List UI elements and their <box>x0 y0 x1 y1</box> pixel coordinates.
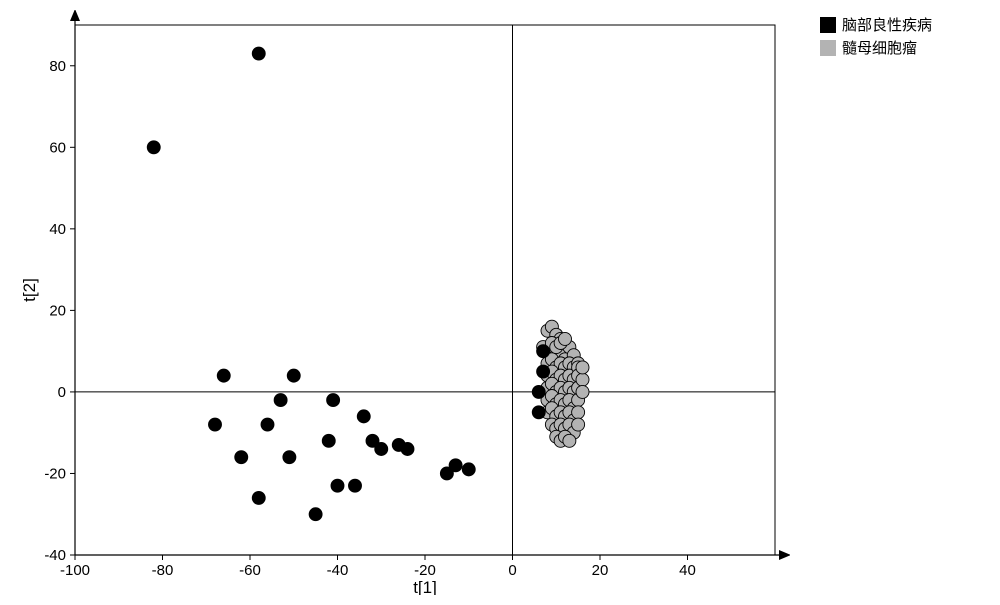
x-tick-label: -40 <box>327 562 349 579</box>
legend-item-benign: 脑部良性疾病 <box>820 14 990 35</box>
data-point-benign <box>322 434 335 447</box>
data-point-medullo <box>572 418 585 431</box>
y-axis-label: t[2] <box>20 278 39 302</box>
scatter-plot: -100 -80 -60 -40 -20 0 20 40 -40 -20 0 20 40 60 80 t[1]… <box>20 10 790 595</box>
data-point-benign <box>147 141 160 154</box>
legend-label: 髓母细胞瘤 <box>842 37 917 58</box>
x-tick-label: 20 <box>592 562 609 579</box>
data-point-benign <box>283 451 296 464</box>
y-tick-label: 40 <box>49 221 66 238</box>
y-tick-label: -40 <box>44 547 66 564</box>
data-point-benign <box>235 451 248 464</box>
x-axis-arrow-icon <box>779 550 790 560</box>
x-tick-label: 0 <box>508 562 516 579</box>
data-point-medullo <box>559 332 572 345</box>
legend-item-medullo: 髓母细胞瘤 <box>820 37 990 58</box>
legend: 脑部良性疾病髓母细胞瘤 <box>820 14 990 60</box>
y-tick-label: 80 <box>49 58 66 75</box>
legend-swatch-icon <box>820 40 836 56</box>
y-tick-label: 0 <box>58 384 66 401</box>
plot-area <box>75 25 775 555</box>
data-point-benign <box>462 463 475 476</box>
y-axis-arrow-icon <box>70 10 80 21</box>
data-point-medullo <box>576 361 589 374</box>
data-point-benign <box>401 443 414 456</box>
data-point-benign <box>375 443 388 456</box>
data-point-medullo <box>576 373 589 386</box>
data-point-benign <box>532 406 545 419</box>
data-point-benign <box>261 418 274 431</box>
y-tick-label: 60 <box>49 139 66 156</box>
data-point-benign <box>287 369 300 382</box>
x-tick-label: -100 <box>60 562 90 579</box>
x-axis-label: t[1] <box>413 578 437 595</box>
data-point-benign <box>357 410 370 423</box>
x-tick-label: -20 <box>414 562 436 579</box>
data-point-benign <box>537 365 550 378</box>
data-point-benign <box>217 369 230 382</box>
y-tick-label: -20 <box>44 465 66 482</box>
data-point-benign <box>252 491 265 504</box>
data-point-benign <box>449 459 462 472</box>
data-point-benign <box>327 394 340 407</box>
data-point-benign <box>209 418 222 431</box>
data-point-benign <box>537 345 550 358</box>
x-tick-label: 40 <box>679 562 696 579</box>
x-tick-label: -60 <box>239 562 261 579</box>
legend-swatch-icon <box>820 17 836 33</box>
data-point-benign <box>532 385 545 398</box>
data-point-medullo <box>572 406 585 419</box>
data-point-benign <box>331 479 344 492</box>
y-tick-label: 20 <box>49 302 66 319</box>
data-point-benign <box>349 479 362 492</box>
data-point-medullo <box>563 434 576 447</box>
x-tick-label: -80 <box>152 562 174 579</box>
data-point-medullo <box>576 385 589 398</box>
data-point-benign <box>274 394 287 407</box>
data-point-benign <box>309 508 322 521</box>
legend-label: 脑部良性疾病 <box>842 14 932 35</box>
data-point-benign <box>252 47 265 60</box>
